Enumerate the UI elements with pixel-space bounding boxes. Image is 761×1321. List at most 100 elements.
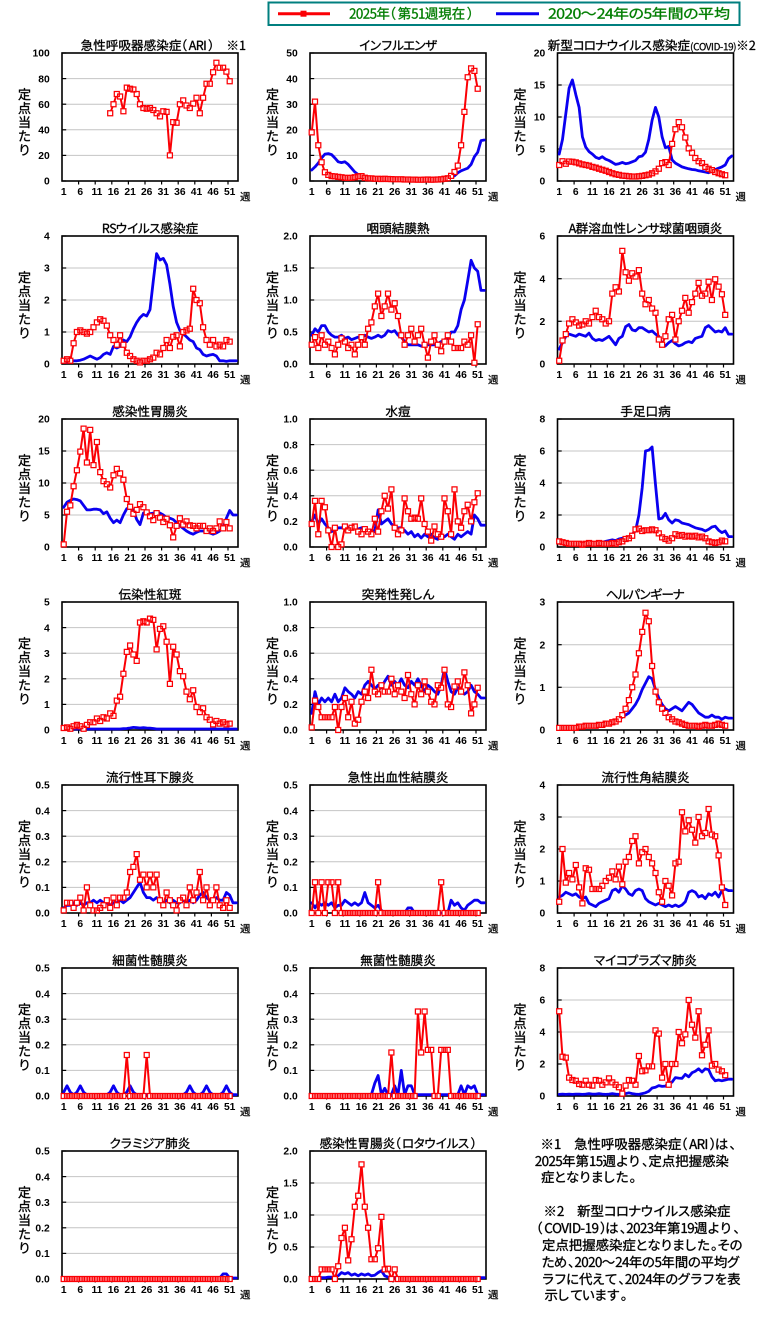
svg-text:3: 3 bbox=[539, 813, 545, 824]
svg-text:0.3: 0.3 bbox=[35, 832, 50, 843]
svg-text:21: 21 bbox=[620, 187, 632, 198]
svg-text:1.0: 1.0 bbox=[283, 598, 298, 609]
svg-text:16: 16 bbox=[603, 1102, 615, 1113]
svg-text:0.5: 0.5 bbox=[35, 964, 50, 975]
svg-text:6: 6 bbox=[573, 553, 579, 564]
svg-text:0.2: 0.2 bbox=[35, 858, 50, 869]
svg-text:46: 46 bbox=[455, 1285, 467, 1296]
svg-text:6: 6 bbox=[77, 370, 83, 381]
svg-text:26: 26 bbox=[636, 187, 648, 198]
svg-text:51: 51 bbox=[472, 370, 484, 381]
svg-text:1.5: 1.5 bbox=[283, 264, 298, 275]
svg-text:31: 31 bbox=[158, 553, 170, 564]
svg-text:46: 46 bbox=[455, 370, 467, 381]
svg-text:46: 46 bbox=[207, 736, 219, 747]
svg-text:0: 0 bbox=[539, 360, 545, 371]
svg-text:51: 51 bbox=[472, 919, 484, 930]
svg-text:4: 4 bbox=[44, 623, 50, 634]
svg-text:11: 11 bbox=[587, 370, 598, 381]
svg-text:0.4: 0.4 bbox=[283, 806, 298, 817]
svg-text:0.1: 0.1 bbox=[283, 1066, 298, 1077]
svg-text:41: 41 bbox=[439, 1102, 451, 1113]
svg-text:46: 46 bbox=[207, 1285, 219, 1296]
svg-text:46: 46 bbox=[703, 187, 715, 198]
svg-text:31: 31 bbox=[653, 736, 665, 747]
svg-text:51: 51 bbox=[224, 1285, 236, 1296]
svg-text:16: 16 bbox=[603, 187, 615, 198]
svg-text:6: 6 bbox=[539, 232, 545, 243]
svg-text:46: 46 bbox=[207, 370, 219, 381]
svg-text:11: 11 bbox=[587, 187, 598, 198]
svg-text:4: 4 bbox=[539, 1028, 545, 1039]
svg-text:6: 6 bbox=[77, 553, 83, 564]
svg-text:16: 16 bbox=[356, 370, 368, 381]
svg-text:11: 11 bbox=[91, 919, 102, 930]
svg-text:1: 1 bbox=[61, 553, 67, 564]
svg-text:16: 16 bbox=[108, 370, 120, 381]
svg-text:0: 0 bbox=[44, 543, 50, 554]
svg-text:20: 20 bbox=[38, 151, 50, 162]
svg-text:40: 40 bbox=[286, 74, 298, 85]
svg-text:6: 6 bbox=[325, 919, 331, 930]
svg-text:51: 51 bbox=[472, 736, 484, 747]
svg-text:11: 11 bbox=[587, 1102, 598, 1113]
svg-text:100: 100 bbox=[33, 49, 50, 60]
svg-text:1: 1 bbox=[61, 1285, 67, 1296]
svg-text:0.4: 0.4 bbox=[283, 675, 298, 686]
svg-text:16: 16 bbox=[108, 1285, 120, 1296]
svg-text:41: 41 bbox=[439, 370, 451, 381]
svg-text:0.3: 0.3 bbox=[35, 1015, 50, 1026]
svg-text:2: 2 bbox=[539, 317, 545, 328]
svg-text:1: 1 bbox=[556, 919, 562, 930]
svg-text:51: 51 bbox=[224, 187, 236, 198]
svg-text:4: 4 bbox=[539, 479, 545, 490]
svg-text:26: 26 bbox=[389, 370, 401, 381]
svg-text:2: 2 bbox=[539, 845, 545, 856]
svg-text:26: 26 bbox=[389, 1285, 401, 1296]
svg-text:46: 46 bbox=[703, 553, 715, 564]
svg-text:26: 26 bbox=[141, 1102, 153, 1113]
svg-text:51: 51 bbox=[472, 187, 484, 198]
svg-text:21: 21 bbox=[620, 919, 632, 930]
svg-text:51: 51 bbox=[472, 553, 484, 564]
svg-text:26: 26 bbox=[389, 187, 401, 198]
svg-text:3: 3 bbox=[539, 598, 545, 609]
svg-text:2: 2 bbox=[44, 675, 50, 686]
svg-text:41: 41 bbox=[686, 1102, 698, 1113]
svg-text:41: 41 bbox=[686, 553, 698, 564]
svg-text:31: 31 bbox=[406, 553, 418, 564]
svg-text:21: 21 bbox=[620, 1102, 632, 1113]
svg-text:51: 51 bbox=[224, 736, 236, 747]
svg-text:51: 51 bbox=[224, 919, 236, 930]
svg-text:21: 21 bbox=[124, 919, 136, 930]
svg-text:41: 41 bbox=[191, 1285, 203, 1296]
svg-text:36: 36 bbox=[422, 736, 434, 747]
svg-text:41: 41 bbox=[439, 919, 451, 930]
svg-text:15: 15 bbox=[38, 447, 50, 458]
svg-text:60: 60 bbox=[38, 100, 50, 111]
svg-text:21: 21 bbox=[372, 553, 384, 564]
svg-text:0.8: 0.8 bbox=[283, 623, 298, 634]
svg-text:0.5: 0.5 bbox=[283, 328, 298, 339]
svg-text:16: 16 bbox=[603, 919, 615, 930]
svg-text:11: 11 bbox=[339, 1285, 350, 1296]
svg-text:16: 16 bbox=[108, 1102, 120, 1113]
svg-text:31: 31 bbox=[158, 919, 170, 930]
svg-text:36: 36 bbox=[670, 370, 682, 381]
svg-text:51: 51 bbox=[719, 187, 731, 198]
svg-text:26: 26 bbox=[636, 370, 648, 381]
svg-text:0.5: 0.5 bbox=[283, 781, 298, 792]
svg-text:11: 11 bbox=[339, 370, 350, 381]
svg-text:0.2: 0.2 bbox=[35, 1224, 50, 1235]
svg-text:0.5: 0.5 bbox=[283, 1243, 298, 1254]
svg-text:26: 26 bbox=[141, 553, 153, 564]
svg-text:26: 26 bbox=[389, 553, 401, 564]
svg-text:2.0: 2.0 bbox=[283, 1147, 298, 1158]
svg-text:41: 41 bbox=[686, 919, 698, 930]
svg-text:6: 6 bbox=[77, 1285, 83, 1296]
svg-text:11: 11 bbox=[339, 736, 350, 747]
svg-text:21: 21 bbox=[124, 370, 136, 381]
svg-text:6: 6 bbox=[77, 1102, 83, 1113]
svg-text:16: 16 bbox=[108, 736, 120, 747]
svg-text:0.6: 0.6 bbox=[283, 466, 298, 477]
